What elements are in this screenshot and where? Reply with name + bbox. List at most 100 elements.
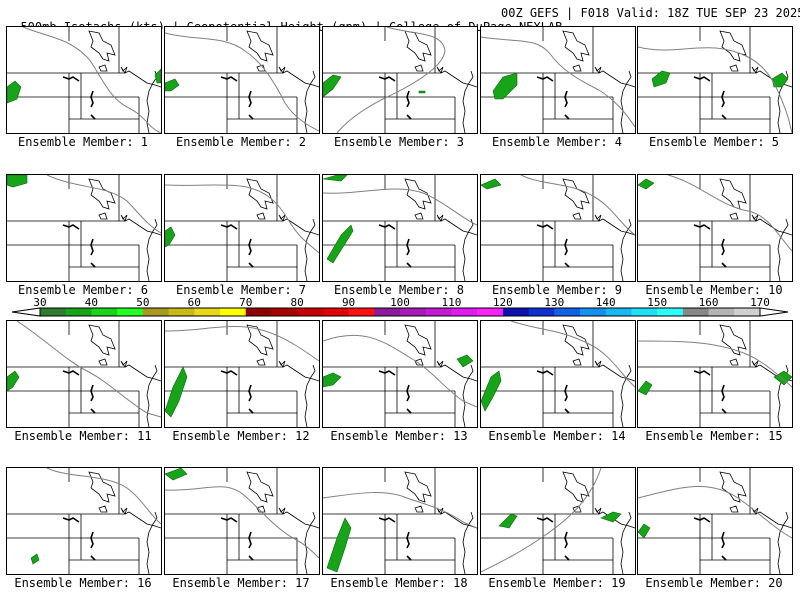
geopotential-height-contour	[323, 188, 477, 226]
isotach-contour-fill	[7, 370, 20, 392]
map-panel-member-20	[637, 467, 793, 575]
map-canvas	[7, 175, 161, 281]
colorbar-swatch	[425, 308, 452, 316]
map-canvas	[165, 27, 319, 133]
geopotential-height-contour	[336, 27, 446, 133]
isotach-contour-fill	[165, 78, 180, 92]
colorbar-swatch	[528, 308, 555, 316]
map-panel-member-4	[480, 26, 636, 134]
map-panel-member-1	[6, 26, 162, 134]
map-panel-member-9	[480, 174, 636, 282]
colorbar-tick-label: 90	[342, 296, 355, 309]
panel-label: Ensemble Member: 20	[645, 576, 783, 590]
panel-label: Ensemble Member: 18	[330, 576, 468, 590]
panel-label: Ensemble Member: 11	[14, 429, 152, 443]
isotach-contour-fill	[481, 370, 502, 412]
isotach-contour-fill	[456, 354, 474, 368]
panel-label: Ensemble Member: 16	[14, 576, 152, 590]
colorbar-tick-label: 160	[699, 296, 719, 309]
colorbar-swatch	[297, 308, 324, 316]
colorbar: 30 40 50 60 70 80 90 100 110 120 130 140 150 160 170	[11, 296, 789, 317]
colorbar-tick-label: 140	[596, 296, 616, 309]
colorbar-tick-label: 130	[544, 296, 564, 309]
title-right: 00Z GEFS | F018 Valid: 18Z TUE SEP 23 20…	[501, 6, 800, 20]
panel-label: Ensemble Member: 12	[172, 429, 310, 443]
map-panel-member-5	[637, 26, 793, 134]
map-canvas	[638, 27, 792, 133]
geopotential-height-contour	[323, 492, 477, 529]
colorbar-swatch	[682, 308, 710, 316]
colorbar-tick-label: 60	[188, 296, 201, 309]
isotach-contour-fill	[638, 178, 655, 190]
map-canvas	[638, 468, 792, 574]
colorbar-swatch	[271, 308, 298, 316]
map-panel-member-19	[480, 467, 636, 575]
map-canvas	[165, 321, 319, 427]
map-canvas	[7, 468, 161, 574]
map-panel-member-15	[637, 320, 793, 428]
geopotential-height-contour	[323, 334, 477, 408]
colorbar-tick-label: 80	[291, 296, 304, 309]
isotach-contour-fill	[165, 366, 188, 418]
colorbar-swatch	[605, 308, 632, 316]
isotach-contour-fill	[600, 511, 622, 523]
map-canvas	[481, 175, 635, 281]
colorbar-swatch	[65, 308, 92, 316]
isotach-contour-fill	[418, 90, 426, 94]
map-canvas	[481, 27, 635, 133]
colorbar-tick-label: 100	[390, 296, 410, 309]
isotach-contour-fill	[323, 372, 342, 388]
isotach-contour-fill	[154, 68, 161, 84]
panel-label: Ensemble Member: 5	[648, 135, 780, 149]
map-canvas	[481, 321, 635, 427]
colorbar-swatch	[322, 308, 350, 316]
map-panel-member-18	[322, 467, 478, 575]
geopotential-height-contour	[667, 175, 792, 252]
colorbar-swatch	[734, 308, 761, 316]
isotach-contour-fill	[481, 178, 502, 190]
panel-label: Ensemble Member: 7	[175, 283, 307, 297]
colorbar-tick-label: 110	[441, 296, 461, 309]
geopotential-height-contour	[16, 321, 161, 418]
isotach-contour-fill	[323, 74, 342, 98]
map-canvas	[7, 321, 161, 427]
colorbar-swatch	[708, 308, 735, 316]
isotach-contour-fill	[323, 175, 348, 182]
map-canvas	[323, 27, 477, 133]
panel-label: Ensemble Member: 19	[488, 576, 626, 590]
panel-label: Ensemble Member: 17	[172, 576, 310, 590]
isotach-contour-fill	[30, 553, 40, 565]
colorbar-swatch	[554, 308, 581, 316]
map-panel-member-11	[6, 320, 162, 428]
geopotential-height-contour	[638, 46, 792, 133]
isotach-contour-fill	[7, 80, 22, 104]
geopotential-height-contour	[46, 175, 161, 234]
geopotential-height-contour	[165, 326, 319, 362]
map-canvas	[165, 175, 319, 281]
map-panel-member-8	[322, 174, 478, 282]
colorbar-swatch	[220, 308, 247, 316]
colorbar-tick-label: 170	[750, 296, 770, 309]
map-canvas	[481, 468, 635, 574]
colorbar-left-arrow	[11, 307, 41, 317]
panel-label: Ensemble Member: 10	[645, 283, 783, 297]
map-canvas	[638, 321, 792, 427]
colorbar-swatch	[631, 308, 658, 316]
geopotential-height-contour	[165, 486, 319, 559]
colorbar-swatch	[477, 308, 504, 316]
colorbar-swatch	[580, 308, 607, 316]
map-panel-member-10	[637, 174, 793, 282]
geopotential-height-contour	[520, 175, 635, 236]
isotach-contour-fill	[165, 468, 188, 481]
map-panel-member-16	[6, 467, 162, 575]
colorbar-tick-label: 40	[85, 296, 98, 309]
colorbar-swatch	[502, 308, 530, 316]
panel-label: Ensemble Member: 15	[645, 429, 783, 443]
panel-label: Ensemble Member: 9	[491, 283, 623, 297]
map-canvas	[638, 175, 792, 281]
map-panel-member-6	[6, 174, 162, 282]
map-canvas	[323, 468, 477, 574]
colorbar-swatch	[117, 308, 144, 316]
colorbar-right-arrow	[759, 307, 789, 317]
map-panel-member-14	[480, 320, 636, 428]
